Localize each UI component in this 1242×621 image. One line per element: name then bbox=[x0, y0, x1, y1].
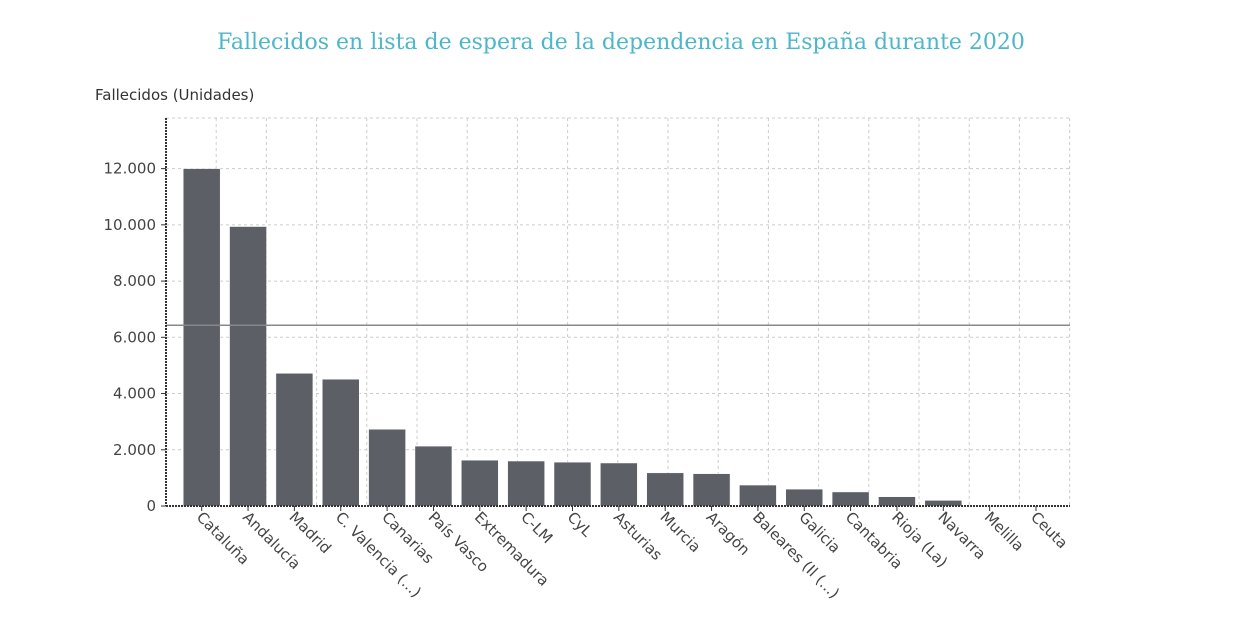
y-tick-label: 4.000 bbox=[113, 385, 156, 403]
y-tick-label: 8.000 bbox=[113, 272, 156, 290]
bar bbox=[785, 488, 823, 507]
chart-title: Fallecidos en lista de espera de la depe… bbox=[217, 30, 1025, 55]
y-tick-label: 2.000 bbox=[113, 441, 156, 459]
bar bbox=[600, 462, 638, 507]
y-tick-label: 6.000 bbox=[113, 328, 156, 346]
x-tick-label: C. Valencia (...) bbox=[332, 508, 425, 601]
y-tick-label: 12.000 bbox=[104, 160, 157, 178]
bar bbox=[322, 378, 360, 507]
x-tick-label: Asturias bbox=[610, 508, 666, 564]
bar bbox=[692, 473, 731, 507]
bar bbox=[461, 459, 499, 507]
bar bbox=[878, 496, 916, 507]
x-tick-label: Baleares (Il (...) bbox=[749, 508, 843, 602]
bar bbox=[414, 445, 453, 507]
bar bbox=[831, 491, 870, 507]
y-tick-label: 10.000 bbox=[104, 216, 157, 234]
y-axis-label: Fallecidos (Unidades) bbox=[95, 86, 255, 104]
bar bbox=[229, 226, 267, 507]
x-tick-label: C-LM bbox=[517, 508, 556, 547]
bar bbox=[553, 461, 592, 507]
bar bbox=[275, 373, 314, 507]
x-tick-label: CyL bbox=[564, 508, 597, 541]
bar bbox=[182, 168, 221, 507]
y-tick-label: 0 bbox=[146, 497, 156, 515]
x-tick-label: Aragón bbox=[703, 508, 754, 559]
bar bbox=[507, 460, 545, 507]
bar bbox=[646, 472, 684, 507]
x-tick-label: Ceuta bbox=[1027, 508, 1071, 552]
bar bbox=[739, 484, 777, 507]
bar bbox=[368, 428, 406, 507]
